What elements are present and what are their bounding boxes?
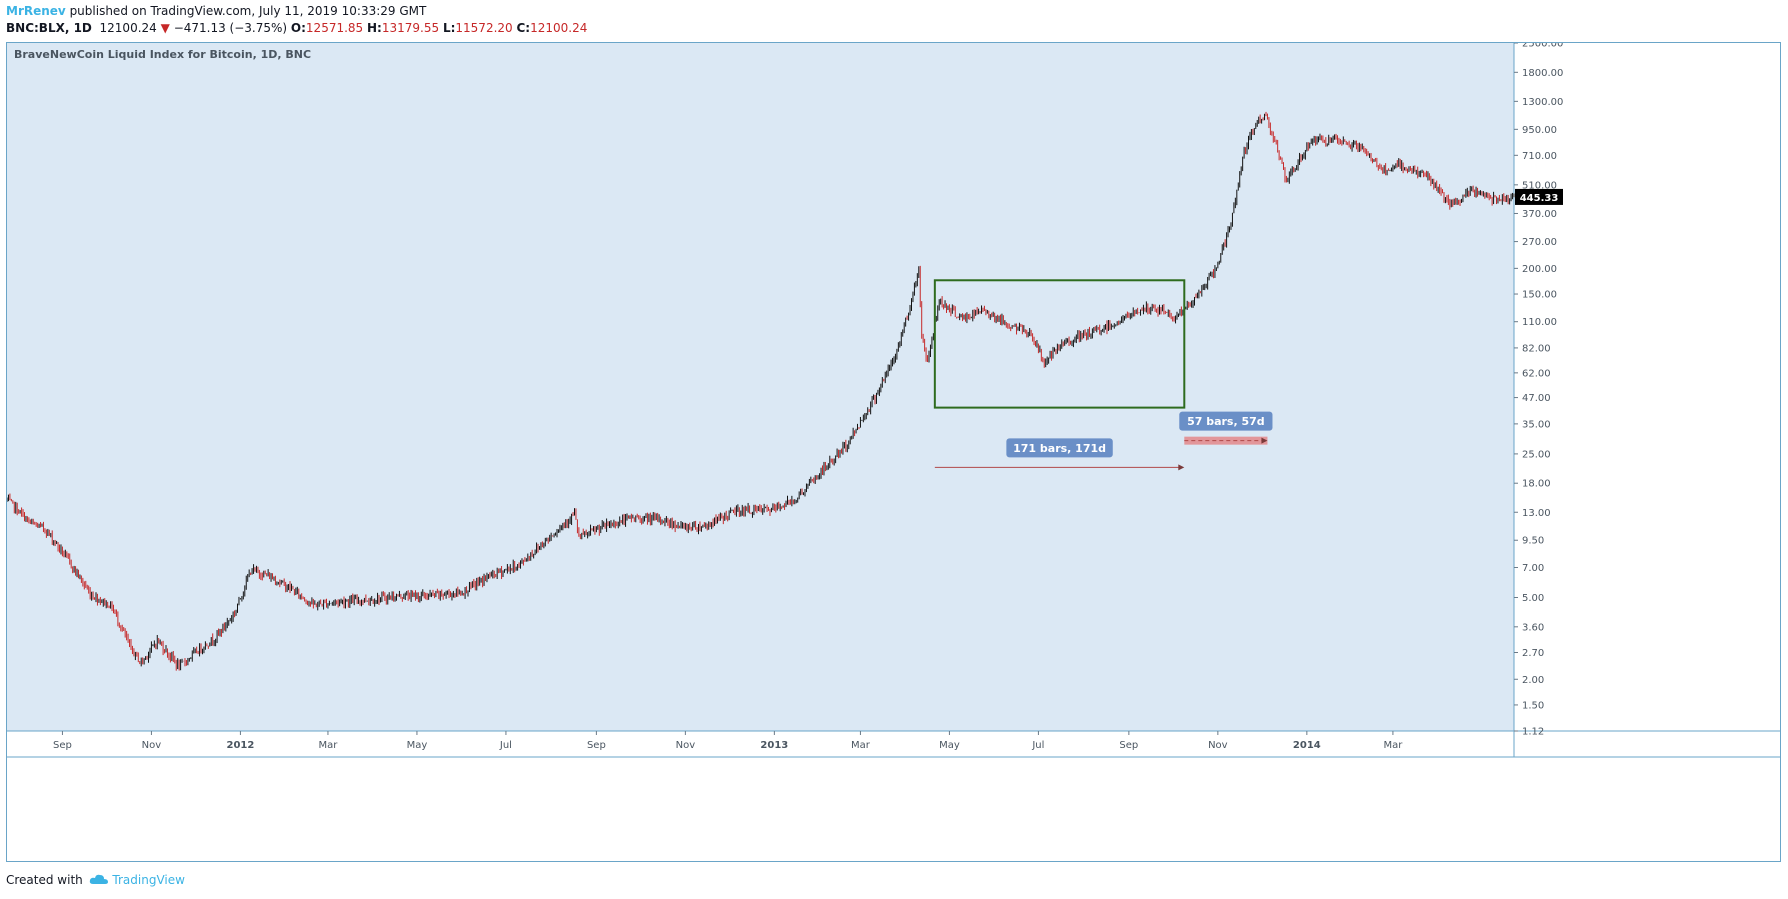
change-text: −471.13 (−3.75%) bbox=[173, 21, 288, 35]
date-range-badge bbox=[1006, 438, 1113, 458]
last-price-badge bbox=[1515, 188, 1563, 205]
y-tick-label: 110.00 bbox=[1522, 317, 1557, 328]
y-tick-label: 2.00 bbox=[1522, 675, 1544, 686]
y-tick-label: 270.00 bbox=[1522, 237, 1557, 248]
y-tick-label: 5.00 bbox=[1522, 593, 1544, 604]
tradingview-link[interactable]: TradingView bbox=[112, 873, 185, 887]
symbol-label: BNC:BLX, 1D bbox=[6, 21, 92, 35]
x-tick-label: Sep bbox=[1119, 740, 1138, 751]
y-tick-label: 710.00 bbox=[1522, 151, 1557, 162]
date-range-arrow bbox=[1261, 437, 1268, 444]
y-tick-label: 1.50 bbox=[1522, 700, 1544, 711]
y-tick-label: 82.00 bbox=[1522, 343, 1551, 354]
x-tick-label: 2014 bbox=[1293, 740, 1321, 751]
y-tick-label: 2.70 bbox=[1522, 648, 1544, 659]
y-tick-label: 7.00 bbox=[1522, 563, 1544, 574]
high-value: 13179.55 bbox=[381, 21, 440, 35]
x-tick-label: Mar bbox=[1383, 740, 1403, 751]
y-tick-label: 62.00 bbox=[1522, 368, 1551, 379]
y-tick-label: 9.50 bbox=[1522, 536, 1544, 547]
chart-container[interactable]: BraveNewCoin Liquid Index for Bitcoin, 1… bbox=[6, 42, 1781, 862]
plot-area bbox=[7, 43, 1514, 731]
x-tick-label: Sep bbox=[53, 740, 72, 751]
x-tick-label: Nov bbox=[1208, 740, 1228, 751]
y-tick-label: 3.60 bbox=[1522, 622, 1544, 633]
open-label: O: bbox=[290, 21, 306, 35]
published-text: published on TradingView.com, July 11, 2… bbox=[65, 4, 427, 18]
y-tick-label: 1300.00 bbox=[1522, 97, 1563, 108]
change-down-icon: ▼ bbox=[160, 21, 170, 35]
x-tick-label: May bbox=[407, 740, 428, 751]
x-tick-label: May bbox=[939, 740, 960, 751]
y-tick-label: 510.00 bbox=[1522, 180, 1557, 191]
price-chart[interactable]: BraveNewCoin Liquid Index for Bitcoin, 1… bbox=[7, 43, 1780, 861]
date-range-label: 57 bars, 57d bbox=[1187, 415, 1265, 428]
x-tick-label: Mar bbox=[319, 740, 339, 751]
x-tick-label: Sep bbox=[587, 740, 606, 751]
date-range-arrow bbox=[1178, 464, 1185, 471]
y-tick-label: 1800.00 bbox=[1522, 68, 1563, 79]
y-tick-label: 18.00 bbox=[1522, 479, 1551, 490]
y-tick-label: 47.00 bbox=[1522, 393, 1551, 404]
close-label: C: bbox=[516, 21, 531, 35]
candles-group bbox=[7, 111, 1515, 671]
last-price-label: 445.33 bbox=[1520, 193, 1559, 204]
author-link[interactable]: MrRenev bbox=[6, 4, 66, 18]
tradingview-cloud-icon bbox=[89, 874, 108, 884]
open-value: 12571.85 bbox=[305, 21, 364, 35]
price-axis-area bbox=[1514, 43, 1780, 757]
chart-header: MrRenev published on TradingView.com, Ju… bbox=[6, 3, 587, 37]
x-tick-label: Mar bbox=[851, 740, 871, 751]
date-range-badge bbox=[1179, 411, 1273, 431]
y-tick-label: 35.00 bbox=[1522, 419, 1551, 430]
close-value: 12100.24 bbox=[530, 21, 588, 35]
x-tick-label: Jul bbox=[499, 740, 512, 751]
y-tick-label: 25.00 bbox=[1522, 449, 1551, 460]
low-value: 11572.20 bbox=[455, 21, 513, 35]
footer: Created with TradingView bbox=[6, 873, 185, 887]
chart-title: BraveNewCoin Liquid Index for Bitcoin, 1… bbox=[14, 48, 311, 61]
y-tick-label: 950.00 bbox=[1522, 125, 1557, 136]
x-tick-label: Nov bbox=[142, 740, 162, 751]
x-tick-label: Nov bbox=[676, 740, 696, 751]
date-range-label: 171 bars, 171d bbox=[1013, 442, 1106, 455]
y-tick-label: 13.00 bbox=[1522, 508, 1551, 519]
low-label: L: bbox=[442, 21, 456, 35]
y-tick-label: 2500.00 bbox=[1522, 43, 1563, 50]
date-range-fill bbox=[1184, 436, 1268, 445]
x-tick-label: 2012 bbox=[226, 740, 254, 751]
x-tick-label: 2013 bbox=[760, 740, 788, 751]
created-with-text: Created with bbox=[6, 873, 83, 887]
last-price-text: 12100.24 bbox=[99, 21, 157, 35]
y-tick-label: 200.00 bbox=[1522, 264, 1557, 275]
y-tick-label: 370.00 bbox=[1522, 209, 1557, 220]
y-tick-label: 150.00 bbox=[1522, 290, 1557, 301]
y-tick-label: 1.12 bbox=[1522, 727, 1544, 738]
high-label: H: bbox=[367, 21, 382, 35]
range-box bbox=[933, 279, 1186, 409]
x-tick-label: Jul bbox=[1031, 740, 1044, 751]
